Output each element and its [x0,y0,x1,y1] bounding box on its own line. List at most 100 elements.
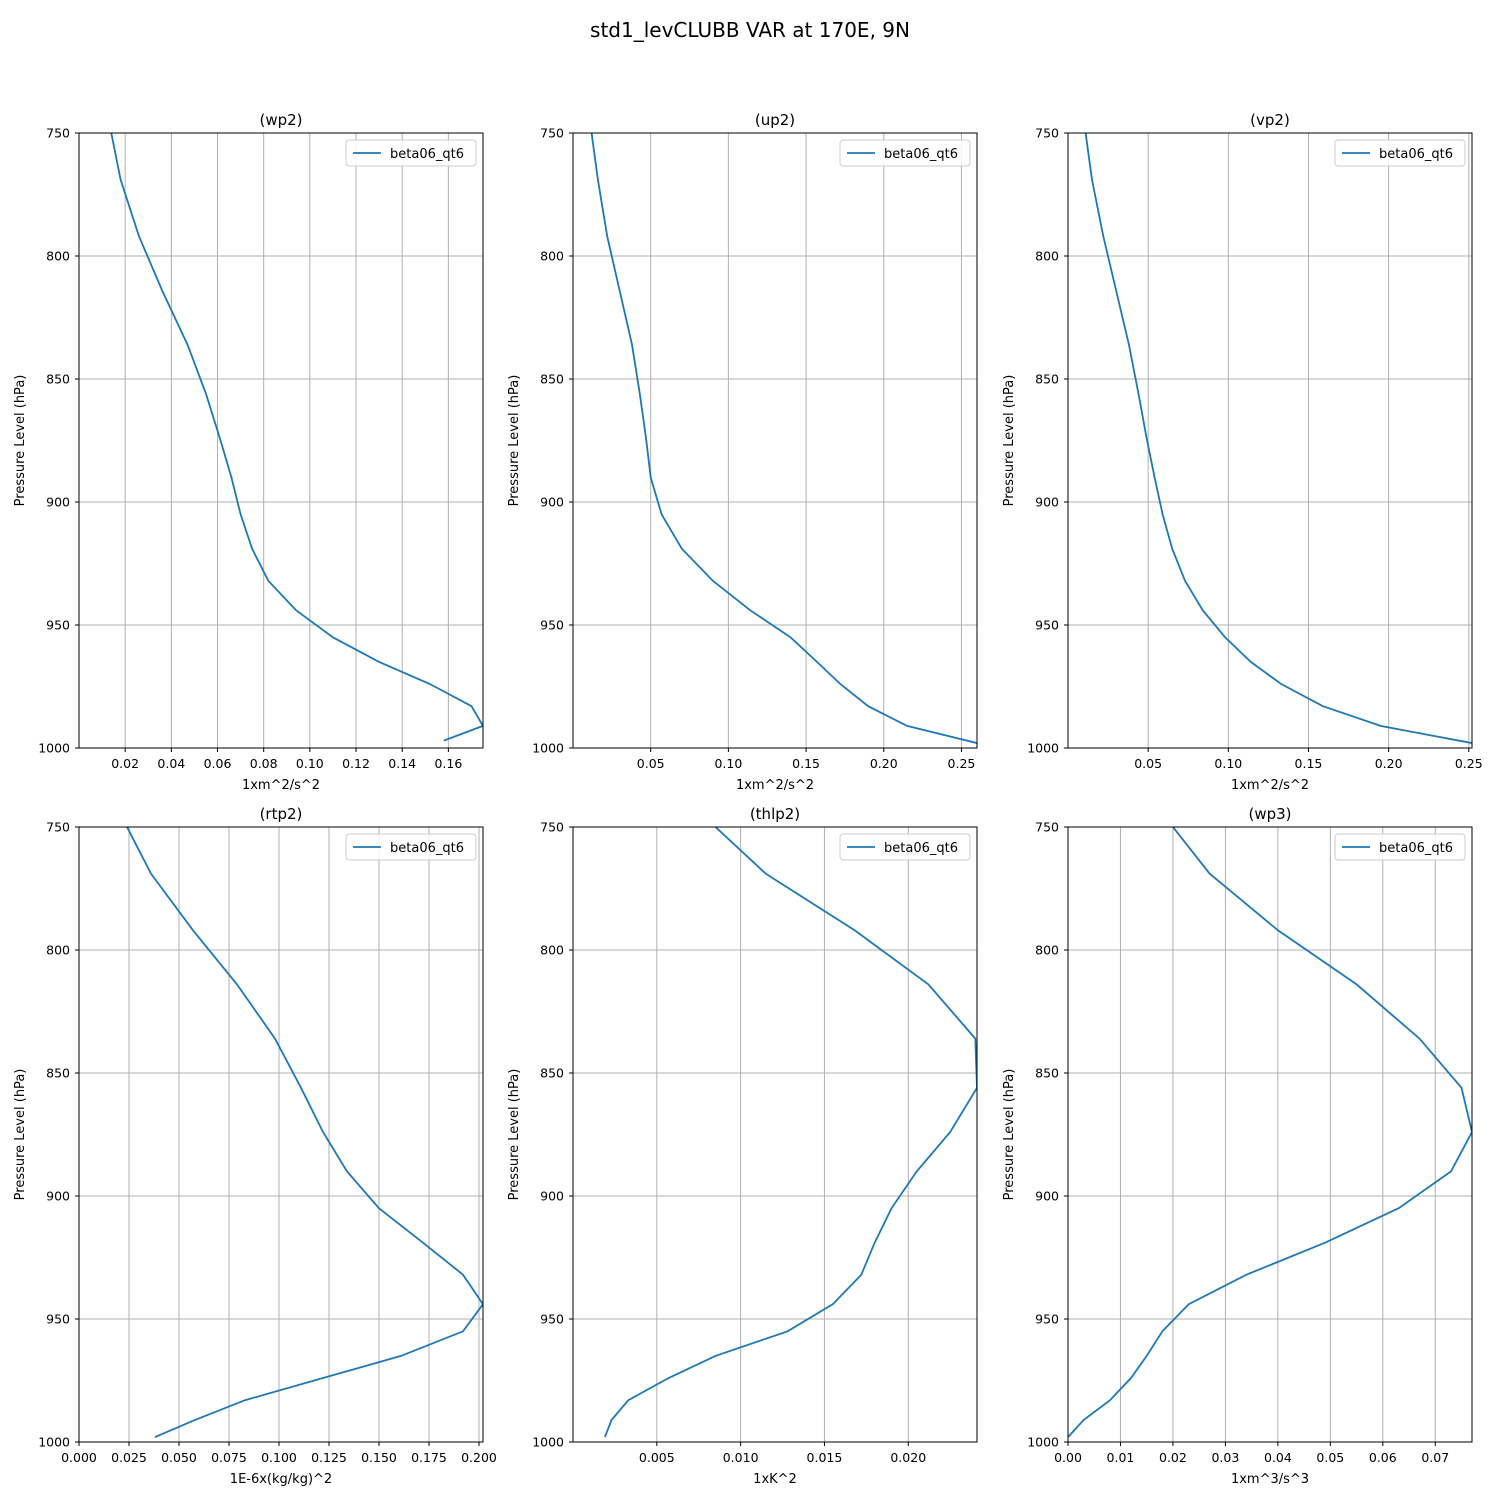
x-axis-label: 1xm^3/s^3 [1231,1472,1309,1487]
y-tick-label: 750 [46,126,70,141]
y-axis-label: Pressure Level (hPa) [13,1069,28,1201]
legend: beta06_qt6 [345,833,477,861]
y-axis-label: Pressure Level (hPa) [507,1069,522,1201]
y-tick-label: 800 [540,943,564,958]
y-tick-label: 1000 [1027,741,1059,756]
y-tick-label: 900 [1035,495,1059,510]
legend-label: beta06_qt6 [1379,841,1453,856]
y-tick-label: 800 [46,249,70,264]
legend: beta06_qt6 [839,139,971,167]
x-tick-label: 0.005 [639,1450,675,1465]
y-tick-label: 750 [46,820,70,835]
axes-frame [1067,826,1473,1443]
subplot-title: (vp2) [1250,111,1290,129]
x-tick-label: 0.05 [637,756,665,771]
legend-box [345,833,477,861]
x-tick-label: 0.07 [1421,1450,1449,1465]
x-tick-label: 0.25 [948,756,976,771]
y-tick-label: 950 [1035,618,1059,633]
y-tick-label: 850 [46,1066,70,1081]
x-tick-label: 0.25 [1455,756,1483,771]
legend-box [345,139,477,167]
y-tick-label: 950 [1035,1312,1059,1327]
x-tick-label: 0.050 [161,1450,197,1465]
subplot-wp3: 0.00 0.01 0.02 0.03 0.04 0.05 0.06 0.07 750 800 85… [1002,805,1473,1487]
subplot-thlp2: 0.005 0.010 0.015 0.020 750 800 850 900 950 1000 (… [507,805,978,1487]
axes-frame [572,132,978,749]
x-tick-label: 0.075 [211,1450,247,1465]
y-tick-label: 850 [1035,372,1059,387]
y-tick-label: 750 [540,126,564,141]
x-axis-label: 1xm^2/s^2 [736,778,814,793]
axes-frame [1067,132,1473,749]
legend-label: beta06_qt6 [884,147,958,162]
subplot-title: (thlp2) [750,805,800,823]
subplot-up2: 0.05 0.10 0.15 0.20 0.25 750 800 850 900 950 1000 (… [507,111,978,793]
series-line-beta06_qt6 [1068,827,1472,1438]
subplot-title: (up2) [755,111,795,129]
x-tick-label: 0.020 [890,1450,926,1465]
x-axis-label: 1xK^2 [753,1472,797,1487]
y-tick-label: 750 [540,820,564,835]
subplot-wp2: 0.02 0.04 0.06 0.08 0.10 0.12 0.14 0.16 750 800 85… [13,111,484,793]
x-tick-label: 0.05 [1316,1450,1344,1465]
y-tick-label: 1000 [38,1435,70,1450]
y-tick-label: 750 [1035,126,1059,141]
x-tick-label: 0.175 [411,1450,447,1465]
x-tick-label: 0.04 [157,756,185,771]
subplot-title: (rtp2) [260,805,303,823]
y-axis-label: Pressure Level (hPa) [13,375,28,507]
x-tick-label: 0.01 [1107,1450,1135,1465]
y-tick-label: 900 [46,495,70,510]
series-line-beta06_qt6 [1084,133,1472,744]
x-tick-label: 0.150 [361,1450,397,1465]
subplot-vp2: 0.05 0.10 0.15 0.20 0.25 750 800 850 900 950 1000 (… [1002,111,1483,793]
x-tick-label: 0.08 [250,756,278,771]
axes-frame [572,826,978,1443]
x-tick-label: 0.125 [311,1450,347,1465]
y-tick-label: 900 [46,1189,70,1204]
y-tick-label: 800 [1035,943,1059,958]
y-tick-label: 1000 [532,1435,564,1450]
y-tick-label: 950 [540,618,564,633]
x-tick-label: 0.03 [1211,1450,1239,1465]
legend: beta06_qt6 [345,139,477,167]
y-tick-label: 850 [540,372,564,387]
legend-label: beta06_qt6 [1379,147,1453,162]
y-tick-label: 750 [1035,820,1059,835]
axes-frame [78,132,484,749]
legend-box [839,139,971,167]
y-tick-label: 950 [46,1312,70,1327]
x-tick-label: 0.000 [61,1450,97,1465]
x-tick-label: 0.10 [1214,756,1242,771]
x-axis-label: 1xm^2/s^2 [242,778,320,793]
y-tick-label: 950 [46,618,70,633]
y-tick-label: 800 [1035,249,1059,264]
x-tick-label: 0.00 [1054,1450,1082,1465]
x-tick-label: 0.20 [1375,756,1403,771]
legend-box [839,833,971,861]
x-tick-label: 0.14 [388,756,416,771]
y-tick-label: 1000 [1027,1435,1059,1450]
series-line-beta06_qt6 [110,133,483,742]
x-tick-label: 0.06 [1369,1450,1397,1465]
y-axis-label: Pressure Level (hPa) [507,375,522,507]
y-tick-label: 950 [540,1312,564,1327]
series-line-beta06_qt6 [126,827,483,1438]
legend-box [1334,139,1466,167]
y-tick-label: 850 [540,1066,564,1081]
x-tick-label: 0.10 [296,756,324,771]
legend-box [1334,833,1466,861]
axes-frame [78,826,484,1443]
x-axis-label: 1xm^2/s^2 [1231,778,1309,793]
y-tick-label: 1000 [532,741,564,756]
x-tick-label: 0.025 [111,1450,147,1465]
x-tick-label: 0.06 [204,756,232,771]
x-tick-label: 0.010 [723,1450,759,1465]
figure-title: std1_levCLUBB VAR at 170E, 9N [590,18,910,42]
y-axis-label: Pressure Level (hPa) [1002,1069,1017,1201]
y-tick-label: 900 [540,1189,564,1204]
x-tick-label: 0.20 [870,756,898,771]
x-tick-label: 0.15 [1295,756,1323,771]
